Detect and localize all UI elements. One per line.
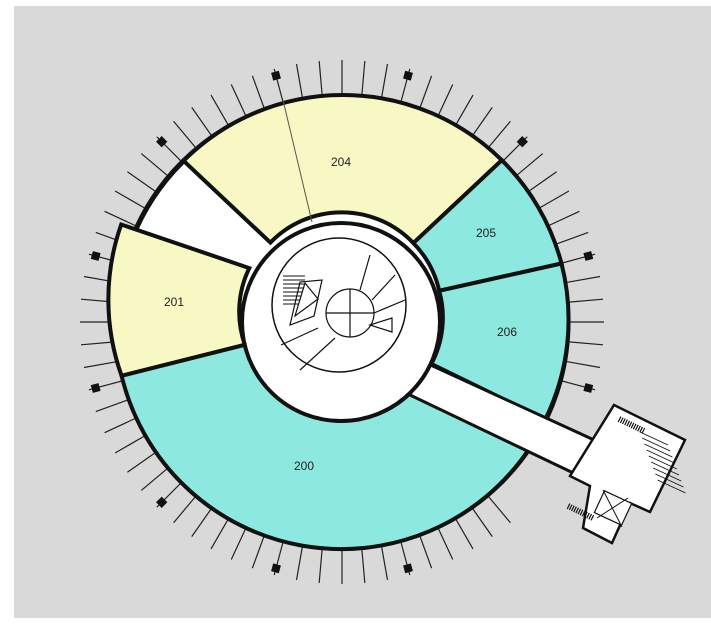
core-details <box>280 254 406 371</box>
room-205-label: 205 <box>476 226 496 240</box>
facade-ticks <box>80 60 604 584</box>
room-204-label: 204 <box>331 155 351 169</box>
room-204[interactable] <box>180 93 505 246</box>
room-200-label: 200 <box>294 459 314 473</box>
annex-block <box>566 403 687 545</box>
facade-columns <box>90 70 594 574</box>
room-201-label: 201 <box>164 295 184 309</box>
room-204-partition <box>282 99 313 223</box>
room-206-label: 206 <box>497 325 517 339</box>
stair-arrow-icon <box>293 281 319 318</box>
